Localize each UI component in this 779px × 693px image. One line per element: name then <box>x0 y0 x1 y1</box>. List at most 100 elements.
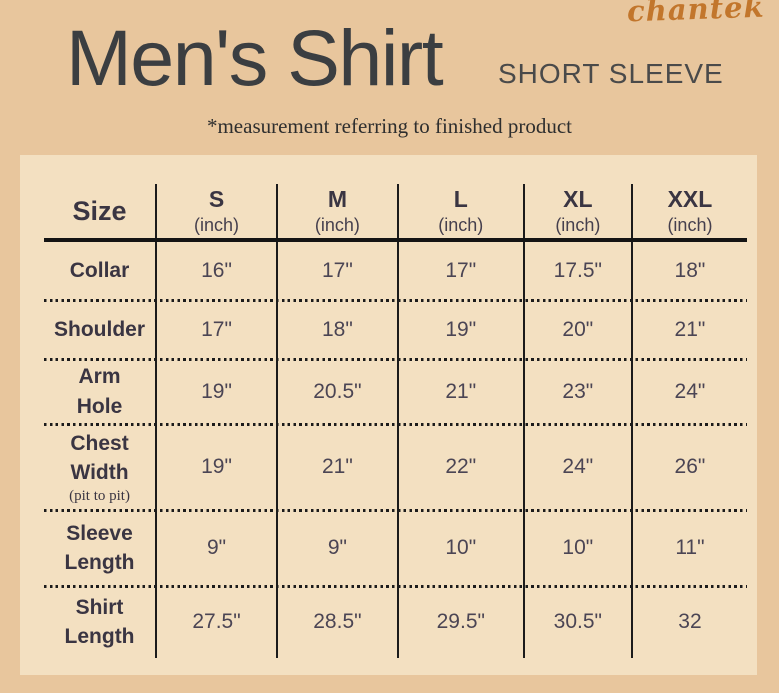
table-row-collar: Collar 16" 17" 17" 17.5" 18" <box>44 242 747 300</box>
row-label-cell: Arm Hole <box>44 359 155 424</box>
measurement-value: 9" <box>327 536 347 559</box>
value-cell: 21" <box>396 359 523 424</box>
column-letter: XL <box>563 185 593 212</box>
value-cell: 19" <box>396 300 523 359</box>
measurement-value: 17.5" <box>553 259 602 282</box>
unit-label: (inch) <box>314 215 360 236</box>
measurement-value: 10" <box>445 536 477 559</box>
column-header-xxl: XXL (inch) <box>630 184 747 238</box>
value-cell: 20" <box>522 300 631 359</box>
measurement-value: 20" <box>562 317 594 341</box>
value-cell: 11" <box>630 510 747 586</box>
table-row-sleeve-length: Sleeve Length 9" 9" 10" 10" 11" <box>44 508 747 586</box>
value-cell: 32 <box>630 586 747 658</box>
measurement-value: 30.5" <box>553 610 602 633</box>
row-label: Shirt Length <box>64 595 135 648</box>
value-cell: 30.5" <box>522 586 631 658</box>
column-letter: L <box>453 185 468 212</box>
table-row-shoulder: Shoulder 17" 18" 19" 20" 21" <box>44 298 747 359</box>
value-cell: 17" <box>155 300 276 359</box>
value-cell: 17.5" <box>522 242 631 300</box>
measurement-value: 19" <box>445 317 477 341</box>
value-cell: 16" <box>155 242 276 300</box>
column-letter: S <box>208 185 225 212</box>
column-header-l: L (inch) <box>396 184 523 238</box>
table-header-row: Size S (inch) M (inch) L (inch) XL (inch… <box>44 184 747 242</box>
measurement-note: *measurement referring to finished produ… <box>206 114 573 138</box>
measurement-value: 17" <box>322 259 353 282</box>
measurement-value: 19" <box>201 379 232 403</box>
value-cell: 29.5" <box>396 586 523 658</box>
value-cell: 19" <box>155 424 276 510</box>
row-label: Chest Width <box>70 431 129 484</box>
value-cell: 22" <box>396 424 523 510</box>
value-cell: 9" <box>275 510 397 586</box>
unit-label: (inch) <box>555 215 601 236</box>
measurement-value: 29.5" <box>436 610 485 633</box>
measurement-value: 21" <box>674 317 706 341</box>
column-letter: XXL <box>667 185 713 212</box>
measurement-value: 17" <box>201 317 232 341</box>
measurement-value: 32 <box>678 610 702 633</box>
table-row-chest-width: Chest Width (pit to pit) 19" 21" 22" 24"… <box>44 422 747 510</box>
measurement-value: 18" <box>322 317 353 341</box>
size-table-panel: Size S (inch) M (inch) L (inch) XL (inch… <box>20 155 757 675</box>
measurement-value: 9" <box>206 536 227 559</box>
measurement-value: 17" <box>445 259 477 282</box>
value-cell: 20.5" <box>275 359 397 424</box>
row-sublabel: (pit to pit) <box>69 488 130 505</box>
value-cell: 10" <box>522 510 631 586</box>
row-label-cell: Shirt Length <box>44 586 155 658</box>
measurement-value: 20.5" <box>313 379 362 403</box>
measurement-value: 21" <box>322 455 353 478</box>
column-letter: M <box>327 185 347 212</box>
value-cell: 26" <box>630 424 747 510</box>
value-cell: 24" <box>630 359 747 424</box>
value-cell: 23" <box>522 359 631 424</box>
value-cell: 27.5" <box>155 586 276 658</box>
measurement-value: 22" <box>445 455 477 478</box>
brand-logo: chantek <box>626 0 766 29</box>
measurement-value: 11" <box>675 536 705 559</box>
measurement-value: 10" <box>562 536 594 559</box>
row-label: Sleeve Length <box>64 521 135 574</box>
unit-label: (inch) <box>438 215 484 236</box>
measurement-value: 26" <box>674 455 706 478</box>
measurement-value: 18" <box>674 259 706 282</box>
row-label-cell: Chest Width (pit to pit) <box>44 424 155 510</box>
column-header-xl: XL (inch) <box>522 184 631 238</box>
value-cell: 18" <box>275 300 397 359</box>
measurement-value: 23" <box>562 379 594 403</box>
measurement-value: 21" <box>445 379 477 403</box>
value-cell: 17" <box>275 242 397 300</box>
size-header-cell: Size <box>44 184 155 238</box>
unit-label: (inch) <box>194 215 240 236</box>
measurement-value: 24" <box>562 455 594 478</box>
page-title: Men's Shirt <box>66 13 444 102</box>
row-label: Arm Hole <box>76 365 123 418</box>
value-cell: 28.5" <box>275 586 397 658</box>
value-cell: 9" <box>155 510 276 586</box>
measurement-value: 16" <box>201 259 232 282</box>
row-label: Collar <box>69 259 130 283</box>
measurement-value: 28.5" <box>313 610 362 633</box>
value-cell: 10" <box>396 510 523 586</box>
row-label: Shoulder <box>54 317 146 341</box>
column-header-m: M (inch) <box>275 184 397 238</box>
value-cell: 24" <box>522 424 631 510</box>
value-cell: 17" <box>396 242 523 300</box>
value-cell: 21" <box>275 424 397 510</box>
size-header-label: Size <box>72 195 127 226</box>
table-row-arm-hole: Arm Hole 19" 20.5" 21" 23" 24" <box>44 357 747 424</box>
page-subtitle: SHORT SLEEVE <box>498 58 724 89</box>
measurement-value: 27.5" <box>192 610 241 633</box>
unit-label: (inch) <box>667 215 713 236</box>
row-label-cell: Sleeve Length <box>44 510 155 586</box>
row-label-cell: Shoulder <box>44 300 155 359</box>
size-table: Size S (inch) M (inch) L (inch) XL (inch… <box>44 184 747 658</box>
value-cell: 19" <box>155 359 276 424</box>
row-label-cell: Collar <box>44 242 155 300</box>
column-header-s: S (inch) <box>155 184 276 238</box>
value-cell: 21" <box>630 300 747 359</box>
